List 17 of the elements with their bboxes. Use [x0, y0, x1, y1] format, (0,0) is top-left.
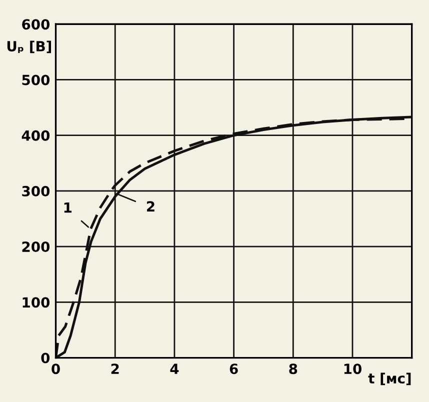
y-tick-label: 200 — [22, 242, 50, 252]
y-tick-label: 500 — [22, 74, 50, 86]
x-tick-label: 10 — [344, 364, 362, 374]
x-axis-title: t [мс] — [368, 372, 411, 386]
annotation: 1 — [64, 202, 72, 213]
x-tick-label: 2 — [111, 364, 119, 374]
y-tick-label: 100 — [22, 297, 50, 308]
y-tick-label: 600 — [22, 19, 50, 30]
x-tick-label: 4 — [170, 364, 179, 374]
x-tick-label: 8 — [289, 364, 298, 374]
x-tick-label: 6 — [230, 364, 238, 374]
y-tick-label: 400 — [22, 130, 50, 141]
y-axis-title: Uₚ [В] — [7, 40, 52, 54]
y-tick-label: 0 — [41, 352, 50, 364]
y-tick-label: 300 — [22, 186, 50, 196]
annotation: 2 — [146, 201, 154, 212]
x-tick-label: 0 — [52, 364, 60, 374]
